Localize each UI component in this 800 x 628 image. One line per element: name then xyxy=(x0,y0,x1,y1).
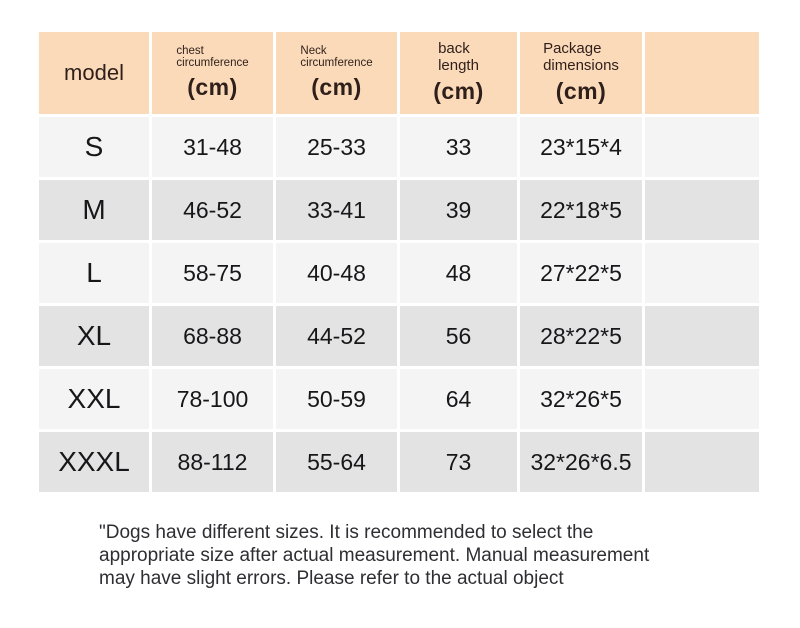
empty-cell xyxy=(645,369,759,429)
chest-header-label: chest circumference xyxy=(176,44,249,70)
package-cell: 28*22*5 xyxy=(520,306,642,366)
table-row-m: M 46-52 33-41 39 22*18*5 xyxy=(39,180,759,240)
package-cell: 22*18*5 xyxy=(520,180,642,240)
chest-cell: 68-88 xyxy=(152,306,273,366)
empty-cell xyxy=(645,117,759,177)
model-cell: XXXL xyxy=(39,432,149,492)
neck-cell: 55-64 xyxy=(276,432,397,492)
chest-cell: 31-48 xyxy=(152,117,273,177)
table-row-xxxl: XXXL 88-112 55-64 73 32*26*6.5 xyxy=(39,432,759,492)
model-cell: S xyxy=(39,117,149,177)
package-cell: 27*22*5 xyxy=(520,243,642,303)
package-header-unit: (cm) xyxy=(555,77,607,104)
note-line-1: "Dogs have different sizes. It is recomm… xyxy=(99,522,594,543)
table-row-xxl: XXL 78-100 50-59 64 32*26*5 xyxy=(39,369,759,429)
header-cell-chest: chest circumference (cm) xyxy=(152,32,273,114)
chest-cell: 46-52 xyxy=(152,180,273,240)
header-cell-neck: Neck circumference (cm) xyxy=(276,32,397,114)
neck-cell: 44-52 xyxy=(276,306,397,366)
back-cell: 56 xyxy=(400,306,517,366)
neck-header-label: Neck circumference xyxy=(300,44,373,70)
note-line-3: may have slight errors. Please refer to … xyxy=(99,568,564,589)
neck-cell: 40-48 xyxy=(276,243,397,303)
empty-cell xyxy=(645,306,759,366)
note-line-2: appropriate size after actual measuremen… xyxy=(99,545,650,566)
package-cell: 32*26*5 xyxy=(520,369,642,429)
back-cell: 48 xyxy=(400,243,517,303)
back-header-unit: (cm) xyxy=(433,77,484,104)
neck-header-unit: (cm) xyxy=(311,74,362,101)
package-header-label: Package dimensions xyxy=(543,40,619,74)
model-cell: XL xyxy=(39,306,149,366)
header-cell-back: back length (cm) xyxy=(400,32,517,114)
chest-header-unit: (cm) xyxy=(187,74,238,101)
header-cell-empty xyxy=(645,32,759,114)
neck-cell: 50-59 xyxy=(276,369,397,429)
chest-cell: 78-100 xyxy=(152,369,273,429)
package-cell: 32*26*6.5 xyxy=(520,432,642,492)
measurement-note: "Dogs have different sizes. It is recomm… xyxy=(99,521,649,590)
package-cell: 23*15*4 xyxy=(520,117,642,177)
chest-cell: 58-75 xyxy=(152,243,273,303)
size-table: model chest circumference (cm) Neck circum… xyxy=(36,29,762,495)
back-cell: 64 xyxy=(400,369,517,429)
header-row: model chest circumference (cm) Neck circum… xyxy=(39,32,759,114)
empty-cell xyxy=(645,243,759,303)
back-cell: 39 xyxy=(400,180,517,240)
table-row-s: S 31-48 25-33 33 23*15*4 xyxy=(39,117,759,177)
table-row-l: L 58-75 40-48 48 27*22*5 xyxy=(39,243,759,303)
model-cell: XXL xyxy=(39,369,149,429)
back-cell: 33 xyxy=(400,117,517,177)
header-cell-model: model xyxy=(39,32,149,114)
neck-cell: 25-33 xyxy=(276,117,397,177)
neck-cell: 33-41 xyxy=(276,180,397,240)
model-cell: M xyxy=(39,180,149,240)
back-cell: 73 xyxy=(400,432,517,492)
header-cell-package: Package dimensions (cm) xyxy=(520,32,642,114)
empty-cell xyxy=(645,432,759,492)
chest-cell: 88-112 xyxy=(152,432,273,492)
table-row-xl: XL 68-88 44-52 56 28*22*5 xyxy=(39,306,759,366)
back-header-label: back length xyxy=(438,40,479,74)
empty-cell xyxy=(645,180,759,240)
model-cell: L xyxy=(39,243,149,303)
